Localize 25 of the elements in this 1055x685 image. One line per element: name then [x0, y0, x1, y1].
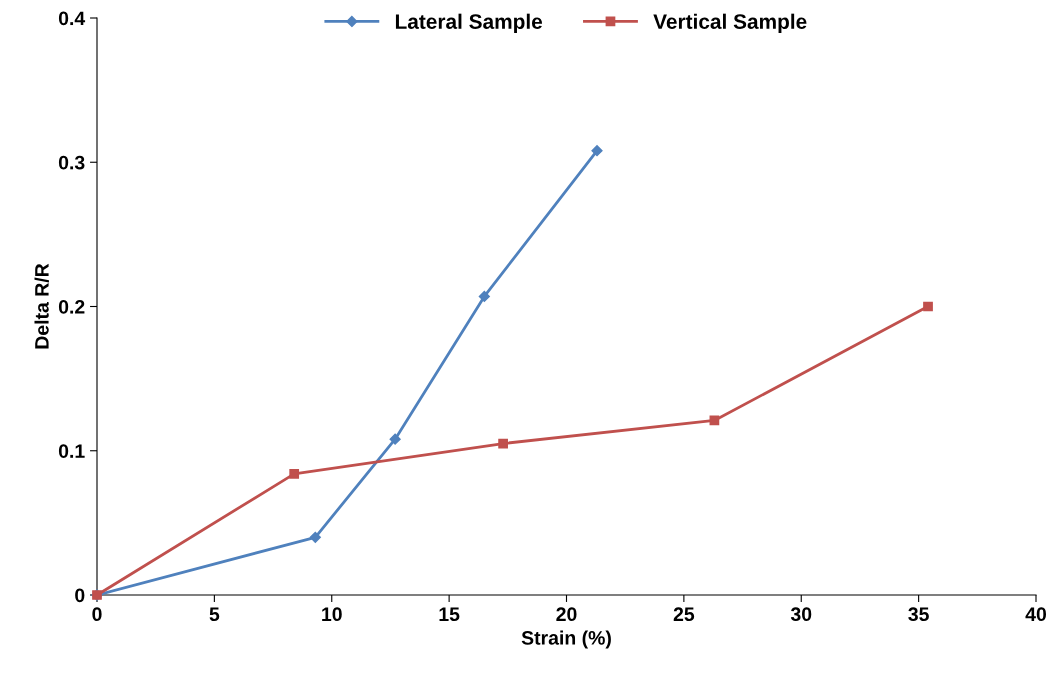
y-axis-title: Delta R/R [34, 263, 49, 349]
point [309, 531, 321, 543]
x-axis-title: Strain (%) [521, 630, 611, 649]
point [591, 145, 603, 157]
x-tick-label: 15 [439, 607, 460, 622]
point [289, 468, 300, 479]
x-tick-label: 20 [556, 607, 577, 622]
point [498, 438, 508, 449]
x-tick-label: 35 [908, 607, 929, 622]
y-tick-label: 0.3 [58, 155, 85, 170]
y-tick-label: 0 [75, 588, 85, 603]
x-tick-label: 0 [92, 607, 102, 622]
legend-label: Vertical Sample [653, 13, 807, 34]
x-tick-label: 25 [673, 607, 695, 622]
legend-label: Lateral Sample [395, 13, 543, 34]
point [389, 433, 401, 445]
x-tick-label: 10 [322, 607, 342, 622]
y-tick-label: 0.2 [58, 299, 85, 314]
y-tick-label: 0.4 [58, 11, 86, 26]
point [923, 301, 933, 312]
y-tick-label: 0.1 [58, 444, 85, 458]
x-tick-label: 30 [790, 607, 812, 622]
point [478, 290, 490, 303]
x-tick-label: 40 [1025, 607, 1047, 622]
x-tick-label: 5 [209, 607, 220, 622]
